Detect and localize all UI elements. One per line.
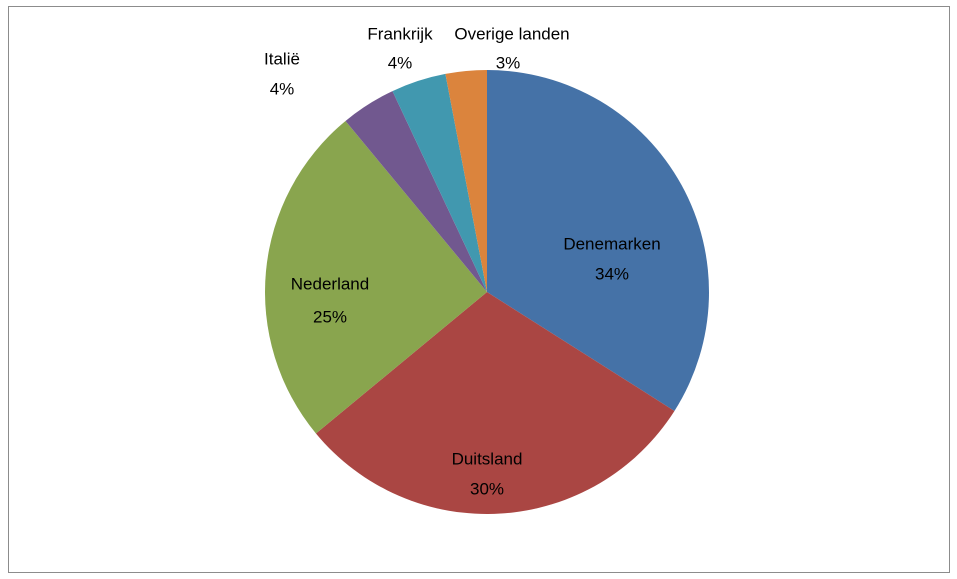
pie-slice: [264, 120, 487, 434]
slice-value-label: 4%: [270, 79, 295, 98]
slice-label: Denemarken: [563, 234, 660, 253]
slice-value-label: 34%: [595, 264, 629, 283]
slice-label: Duitsland: [452, 449, 523, 468]
pie-slice: [315, 292, 675, 515]
slice-label: Nederland: [291, 274, 369, 293]
slice-value-label: 25%: [313, 307, 347, 326]
pie-slice: [392, 73, 487, 293]
pie-slice: [487, 70, 709, 411]
slice-label: Italië: [264, 49, 300, 68]
slice-value-label: 30%: [470, 479, 504, 498]
pie-slice: [445, 70, 487, 292]
slice-value-label: 4%: [388, 53, 413, 72]
slice-value-label: 3%: [496, 53, 521, 72]
slice-label: Frankrijk: [367, 24, 433, 43]
pie-slice: [345, 91, 487, 293]
slice-label: Overige landen: [454, 24, 569, 43]
